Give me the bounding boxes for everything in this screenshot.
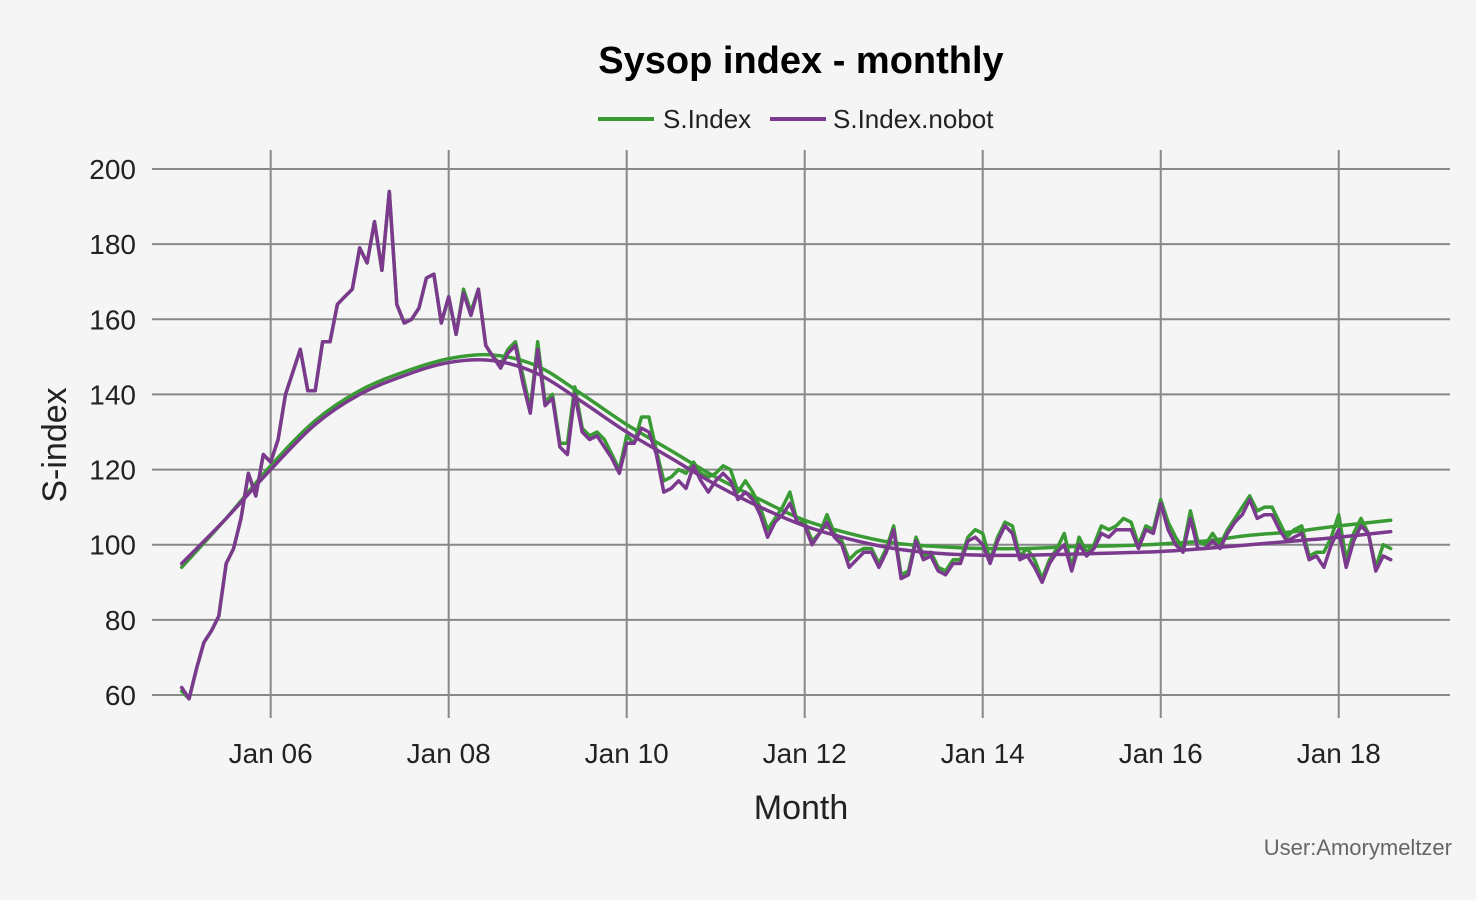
y-tick-label: 200 (89, 154, 136, 185)
y-tick-label: 120 (89, 455, 136, 486)
y-tick-label: 140 (89, 379, 136, 410)
y-tick-label: 60 (105, 680, 136, 711)
legend: S.Index S.Index.nobot (598, 104, 994, 134)
trend-line-s-index (179, 352, 1393, 570)
x-tick-label: Jan 18 (1297, 738, 1381, 769)
chart-title: Sysop index - monthly (598, 40, 1003, 82)
x-tick-label: Jan 06 (229, 738, 313, 769)
plot-lines (179, 189, 1393, 701)
caption: User:Amorymeltzer (1264, 835, 1452, 860)
y-tick-label: 180 (89, 229, 136, 260)
x-axis-ticks: Jan 06 Jan 08 Jan 10 Jan 12 Jan 14 Jan 16 Jan … (229, 738, 1381, 769)
y-tick-label: 100 (89, 530, 136, 561)
y-axis-ticks: 60 80 100 120 140 160 180 200 (89, 154, 136, 711)
x-tick-label: Jan 10 (585, 738, 669, 769)
x-axis-label: Month (754, 789, 849, 827)
series-line-s-index-nobot (179, 189, 1393, 701)
series-line-s-index (179, 189, 1393, 701)
x-tick-label: Jan 08 (407, 738, 491, 769)
x-tick-label: Jan 14 (941, 738, 1025, 769)
grid (152, 150, 1450, 718)
legend-label-s-index: S.Index (663, 104, 751, 134)
x-tick-label: Jan 16 (1119, 738, 1203, 769)
trend-line-s-index-nobot (179, 357, 1393, 566)
y-tick-label: 160 (89, 304, 136, 335)
legend-label-s-index-nobot: S.Index.nobot (833, 104, 994, 134)
y-axis-label: S-index (36, 387, 74, 502)
x-tick-label: Jan 12 (763, 738, 847, 769)
y-tick-label: 80 (105, 605, 136, 636)
